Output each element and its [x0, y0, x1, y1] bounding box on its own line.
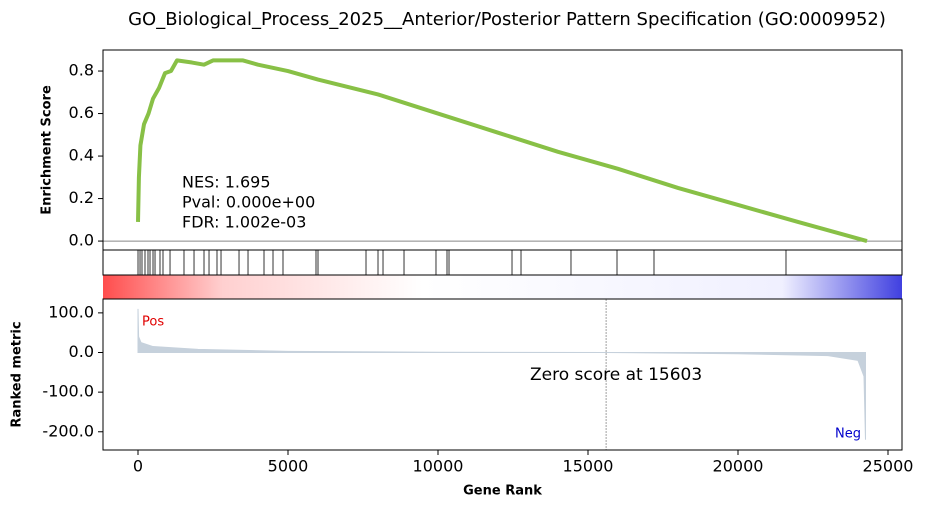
x-tick-label: 0 — [133, 457, 143, 476]
x-tick-label: 15000 — [563, 457, 614, 476]
x-axis-label: Gene Rank — [463, 484, 542, 499]
y-tick-label: 0.2 — [69, 188, 94, 207]
y-tick-label: 0.0 — [69, 231, 94, 250]
stat-annotation: NES: 1.695 — [182, 173, 271, 192]
stat-annotation: Pval: 0.000e+00 — [182, 193, 315, 212]
enrichment-line — [136, 58, 868, 244]
panel-frame — [102, 249, 903, 276]
y-tick-label: 0.0 — [69, 342, 94, 361]
y-tick-label: 0.6 — [69, 103, 94, 122]
ranked-metric-area — [137, 308, 866, 440]
y-tick-label: -100.0 — [42, 382, 94, 401]
y-axis-label: Ranked metric — [10, 321, 25, 427]
y-tick-label: -200.0 — [42, 421, 94, 440]
pos-label: Pos — [142, 315, 164, 330]
neg-label: Neg — [835, 427, 861, 442]
x-tick-label: 25000 — [863, 457, 914, 476]
y-tick-label: 100.0 — [48, 302, 94, 321]
chart-title: GO_Biological_Process_2025__Anterior/Pos… — [128, 9, 886, 30]
x-tick-label: 5000 — [268, 457, 309, 476]
rank-colorbar — [103, 275, 902, 299]
zero-score-label: Zero score at 15603 — [530, 365, 702, 385]
panel-frame — [102, 298, 903, 451]
x-tick-label: 20000 — [713, 457, 764, 476]
y-axis-label: Enrichment Score — [40, 85, 55, 215]
y-tick-label: 0.4 — [69, 146, 94, 165]
y-tick-label: 0.8 — [69, 61, 94, 80]
x-tick-label: 10000 — [413, 457, 464, 476]
stat-annotation: FDR: 1.002e-03 — [182, 213, 306, 232]
